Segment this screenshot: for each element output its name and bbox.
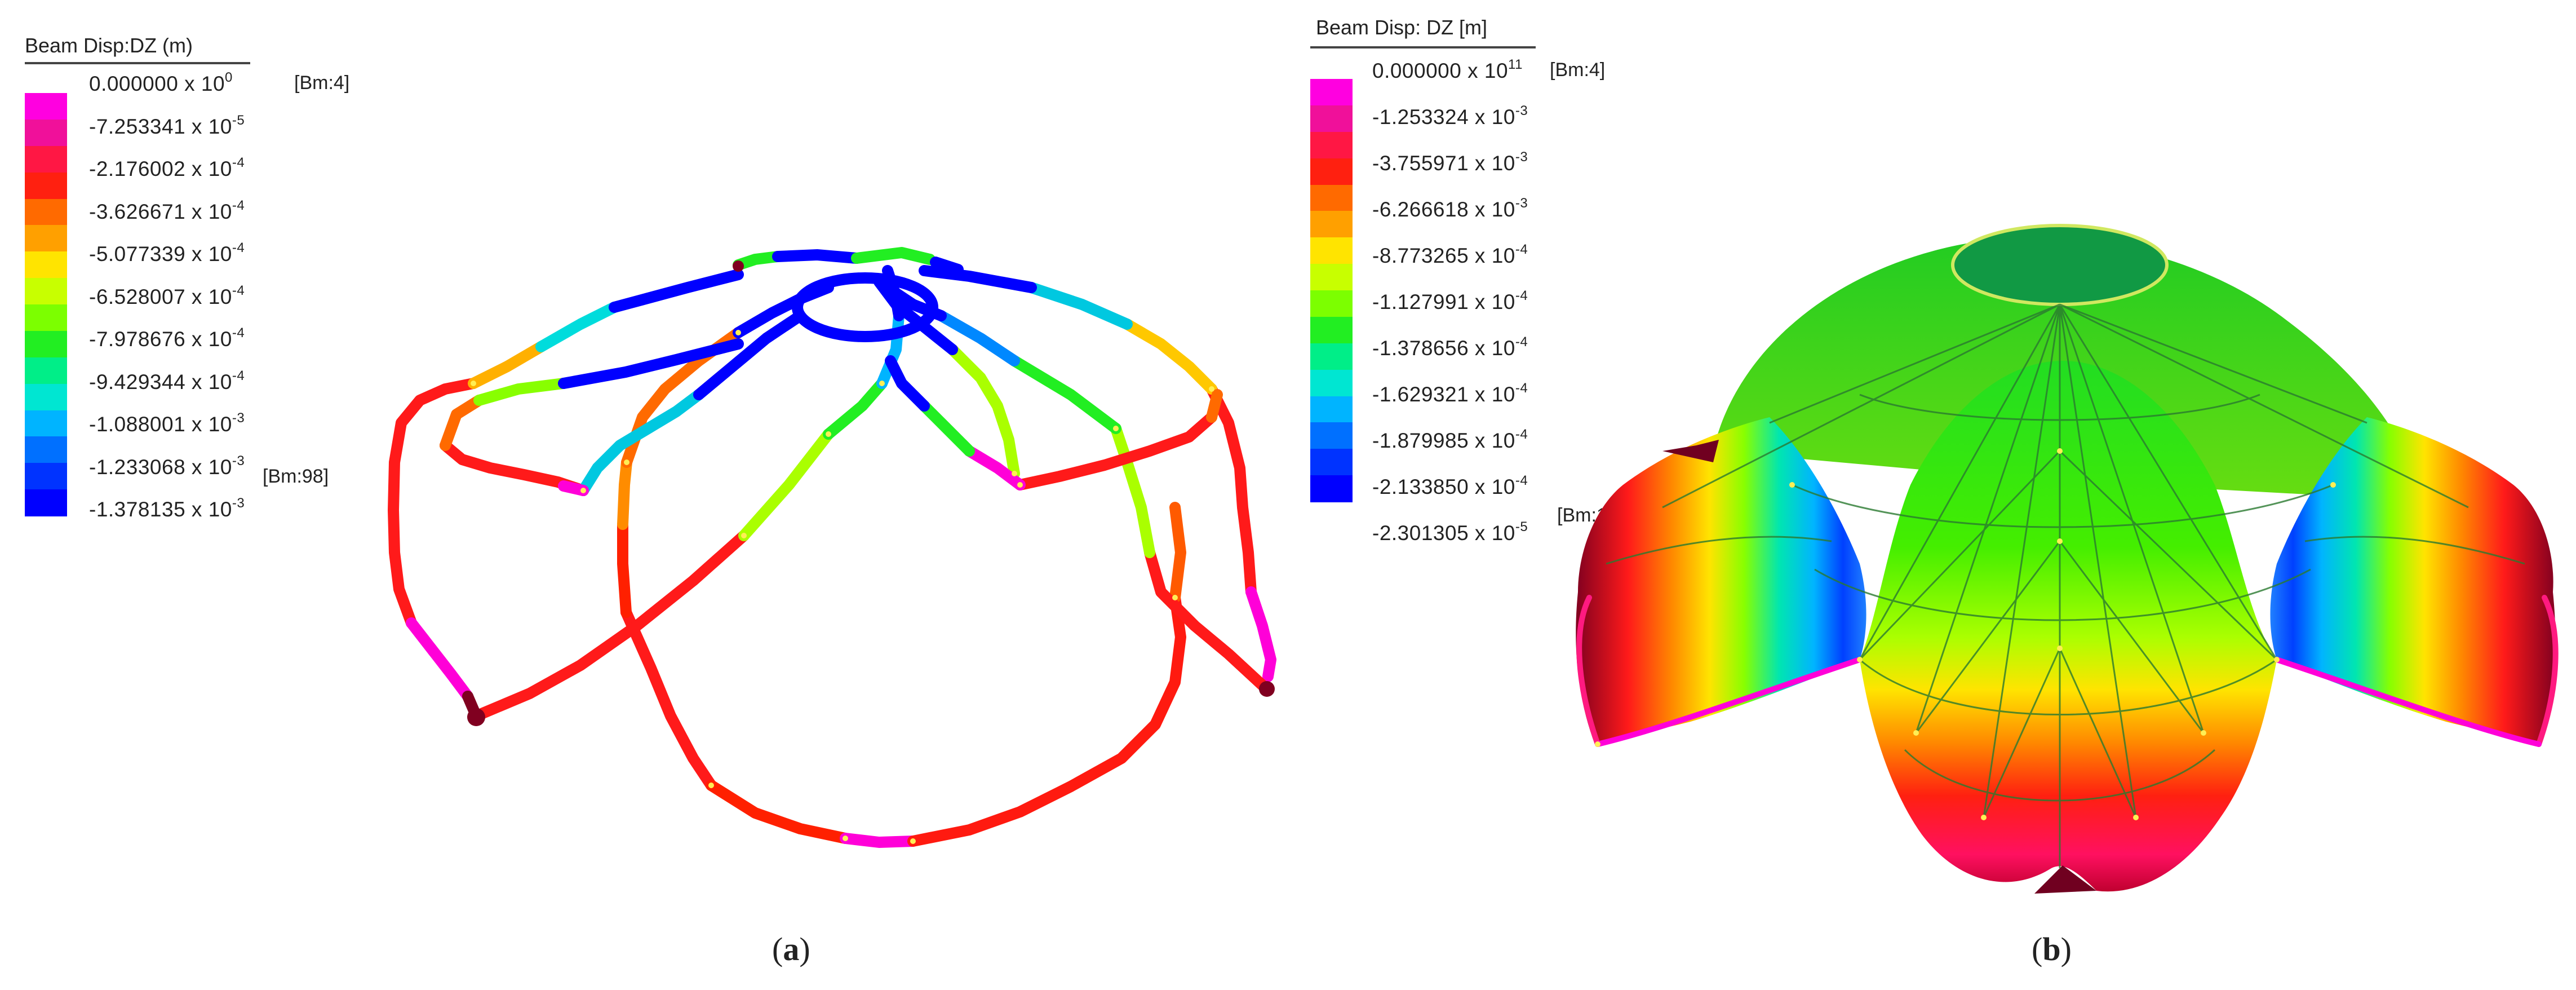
legend-swatch bbox=[25, 383, 67, 411]
legend-swatch bbox=[1310, 343, 1353, 370]
legend-tick-label: -2.133850 x 10-4 bbox=[1372, 473, 1528, 499]
legend-tick-label: -6.266618 x 10-3 bbox=[1372, 196, 1528, 222]
legend-tick-label: -3.626671 x 10-4 bbox=[89, 197, 245, 223]
legend-tick-label: -8.773265 x 10-4 bbox=[1372, 242, 1528, 268]
legend-tick-label: -1.088001 x 10-3 bbox=[89, 410, 245, 436]
legend-swatch bbox=[1310, 237, 1353, 265]
legend-swatch bbox=[1310, 131, 1353, 159]
legend-tick-label: 0.000000 x 1011 bbox=[1372, 57, 1523, 83]
legend-swatch bbox=[25, 410, 67, 437]
legend-swatch bbox=[25, 489, 67, 516]
legend-tick-label: -1.233068 x 10-3 bbox=[89, 453, 245, 479]
legend-swatch bbox=[1310, 422, 1353, 450]
legend-b-title: Beam Disp: DZ [m] bbox=[1316, 16, 1488, 39]
legend-tick-label: -1.253324 x 10-3 bbox=[1372, 103, 1528, 129]
legend-tick-label: -2.176002 x 10-4 bbox=[89, 155, 245, 181]
legend-b-rule bbox=[1310, 46, 1536, 48]
legend-swatch bbox=[1310, 475, 1353, 502]
legend-swatch bbox=[1310, 290, 1353, 317]
legend-b-colorbar bbox=[1310, 79, 1353, 502]
legend-tick-label: 0.000000 x 100 bbox=[89, 70, 233, 96]
legend-swatch bbox=[25, 119, 67, 147]
legend-swatch bbox=[1310, 449, 1353, 476]
legend-swatch bbox=[1310, 158, 1353, 185]
legend-swatch bbox=[1310, 184, 1353, 212]
caption-b-letter: b bbox=[2042, 931, 2061, 967]
legend-swatch bbox=[25, 463, 67, 490]
legend-swatch bbox=[25, 225, 67, 253]
legend-a-title: Beam Disp:DZ (m) bbox=[25, 34, 193, 57]
legend-swatch bbox=[25, 436, 67, 464]
legend-swatch bbox=[25, 357, 67, 384]
legend-swatch bbox=[25, 198, 67, 226]
legend-a-rule bbox=[25, 62, 250, 64]
legend-swatch bbox=[25, 251, 67, 279]
legend-tick-label: -1.378656 x 10-4 bbox=[1372, 334, 1528, 360]
legend-swatch bbox=[25, 172, 67, 200]
caption-a-letter: a bbox=[783, 931, 800, 967]
legend-swatch bbox=[1310, 369, 1353, 397]
caption-b: (b) bbox=[2032, 931, 2072, 967]
legend-swatch bbox=[25, 145, 67, 173]
legend-swatch bbox=[25, 330, 67, 358]
legend-tick-label: -9.429344 x 10-4 bbox=[89, 368, 245, 394]
legend-tick-label: -1.879985 x 10-4 bbox=[1372, 427, 1528, 453]
beam-frame-model bbox=[388, 247, 1276, 848]
legend-swatch bbox=[1310, 396, 1353, 423]
panel-b: Beam Disp: DZ [m] 0.000000 x 1011 -1.2533… bbox=[1288, 0, 2576, 990]
legend-swatch bbox=[25, 278, 67, 305]
legend-tick-label: -1.378135 x 10-3 bbox=[89, 496, 245, 521]
legend-tick-label: -7.978676 x 10-4 bbox=[89, 325, 245, 351]
legend-swatch bbox=[25, 304, 67, 332]
legend-tick-label: -7.253341 x 10-5 bbox=[89, 112, 245, 138]
legend-swatch bbox=[1310, 264, 1353, 291]
legend-swatch bbox=[25, 93, 67, 120]
legend-swatch bbox=[1310, 105, 1353, 132]
legend-b-max-tag: [Bm:4] bbox=[1550, 59, 1606, 81]
legend-tick-label: -1.127991 x 10-4 bbox=[1372, 288, 1528, 314]
legend-a-colorbar bbox=[25, 93, 67, 516]
shell-dome-model bbox=[1576, 224, 2559, 894]
legend-swatch bbox=[1310, 211, 1353, 238]
legend-swatch bbox=[1310, 316, 1353, 344]
legend-a-max-tag: [Bm:4] bbox=[294, 72, 350, 94]
legend-tick-label: -5.077339 x 10-4 bbox=[89, 240, 245, 266]
legend-tick-label: -1.629321 x 10-4 bbox=[1372, 381, 1528, 406]
legend-a-min-tag: [Bm:98] bbox=[263, 466, 329, 487]
caption-a: (a) bbox=[772, 931, 810, 967]
legend-tick-label: -6.528007 x 10-4 bbox=[89, 282, 245, 308]
legend-swatch bbox=[1310, 79, 1353, 106]
legend-tick-label: -2.301305 x 10-5 bbox=[1372, 519, 1528, 545]
legend-tick-label: -3.755971 x 10-3 bbox=[1372, 149, 1528, 175]
panel-a: Beam Disp:DZ (m) 0.000000 x 100 -7.253341… bbox=[25, 34, 1276, 967]
